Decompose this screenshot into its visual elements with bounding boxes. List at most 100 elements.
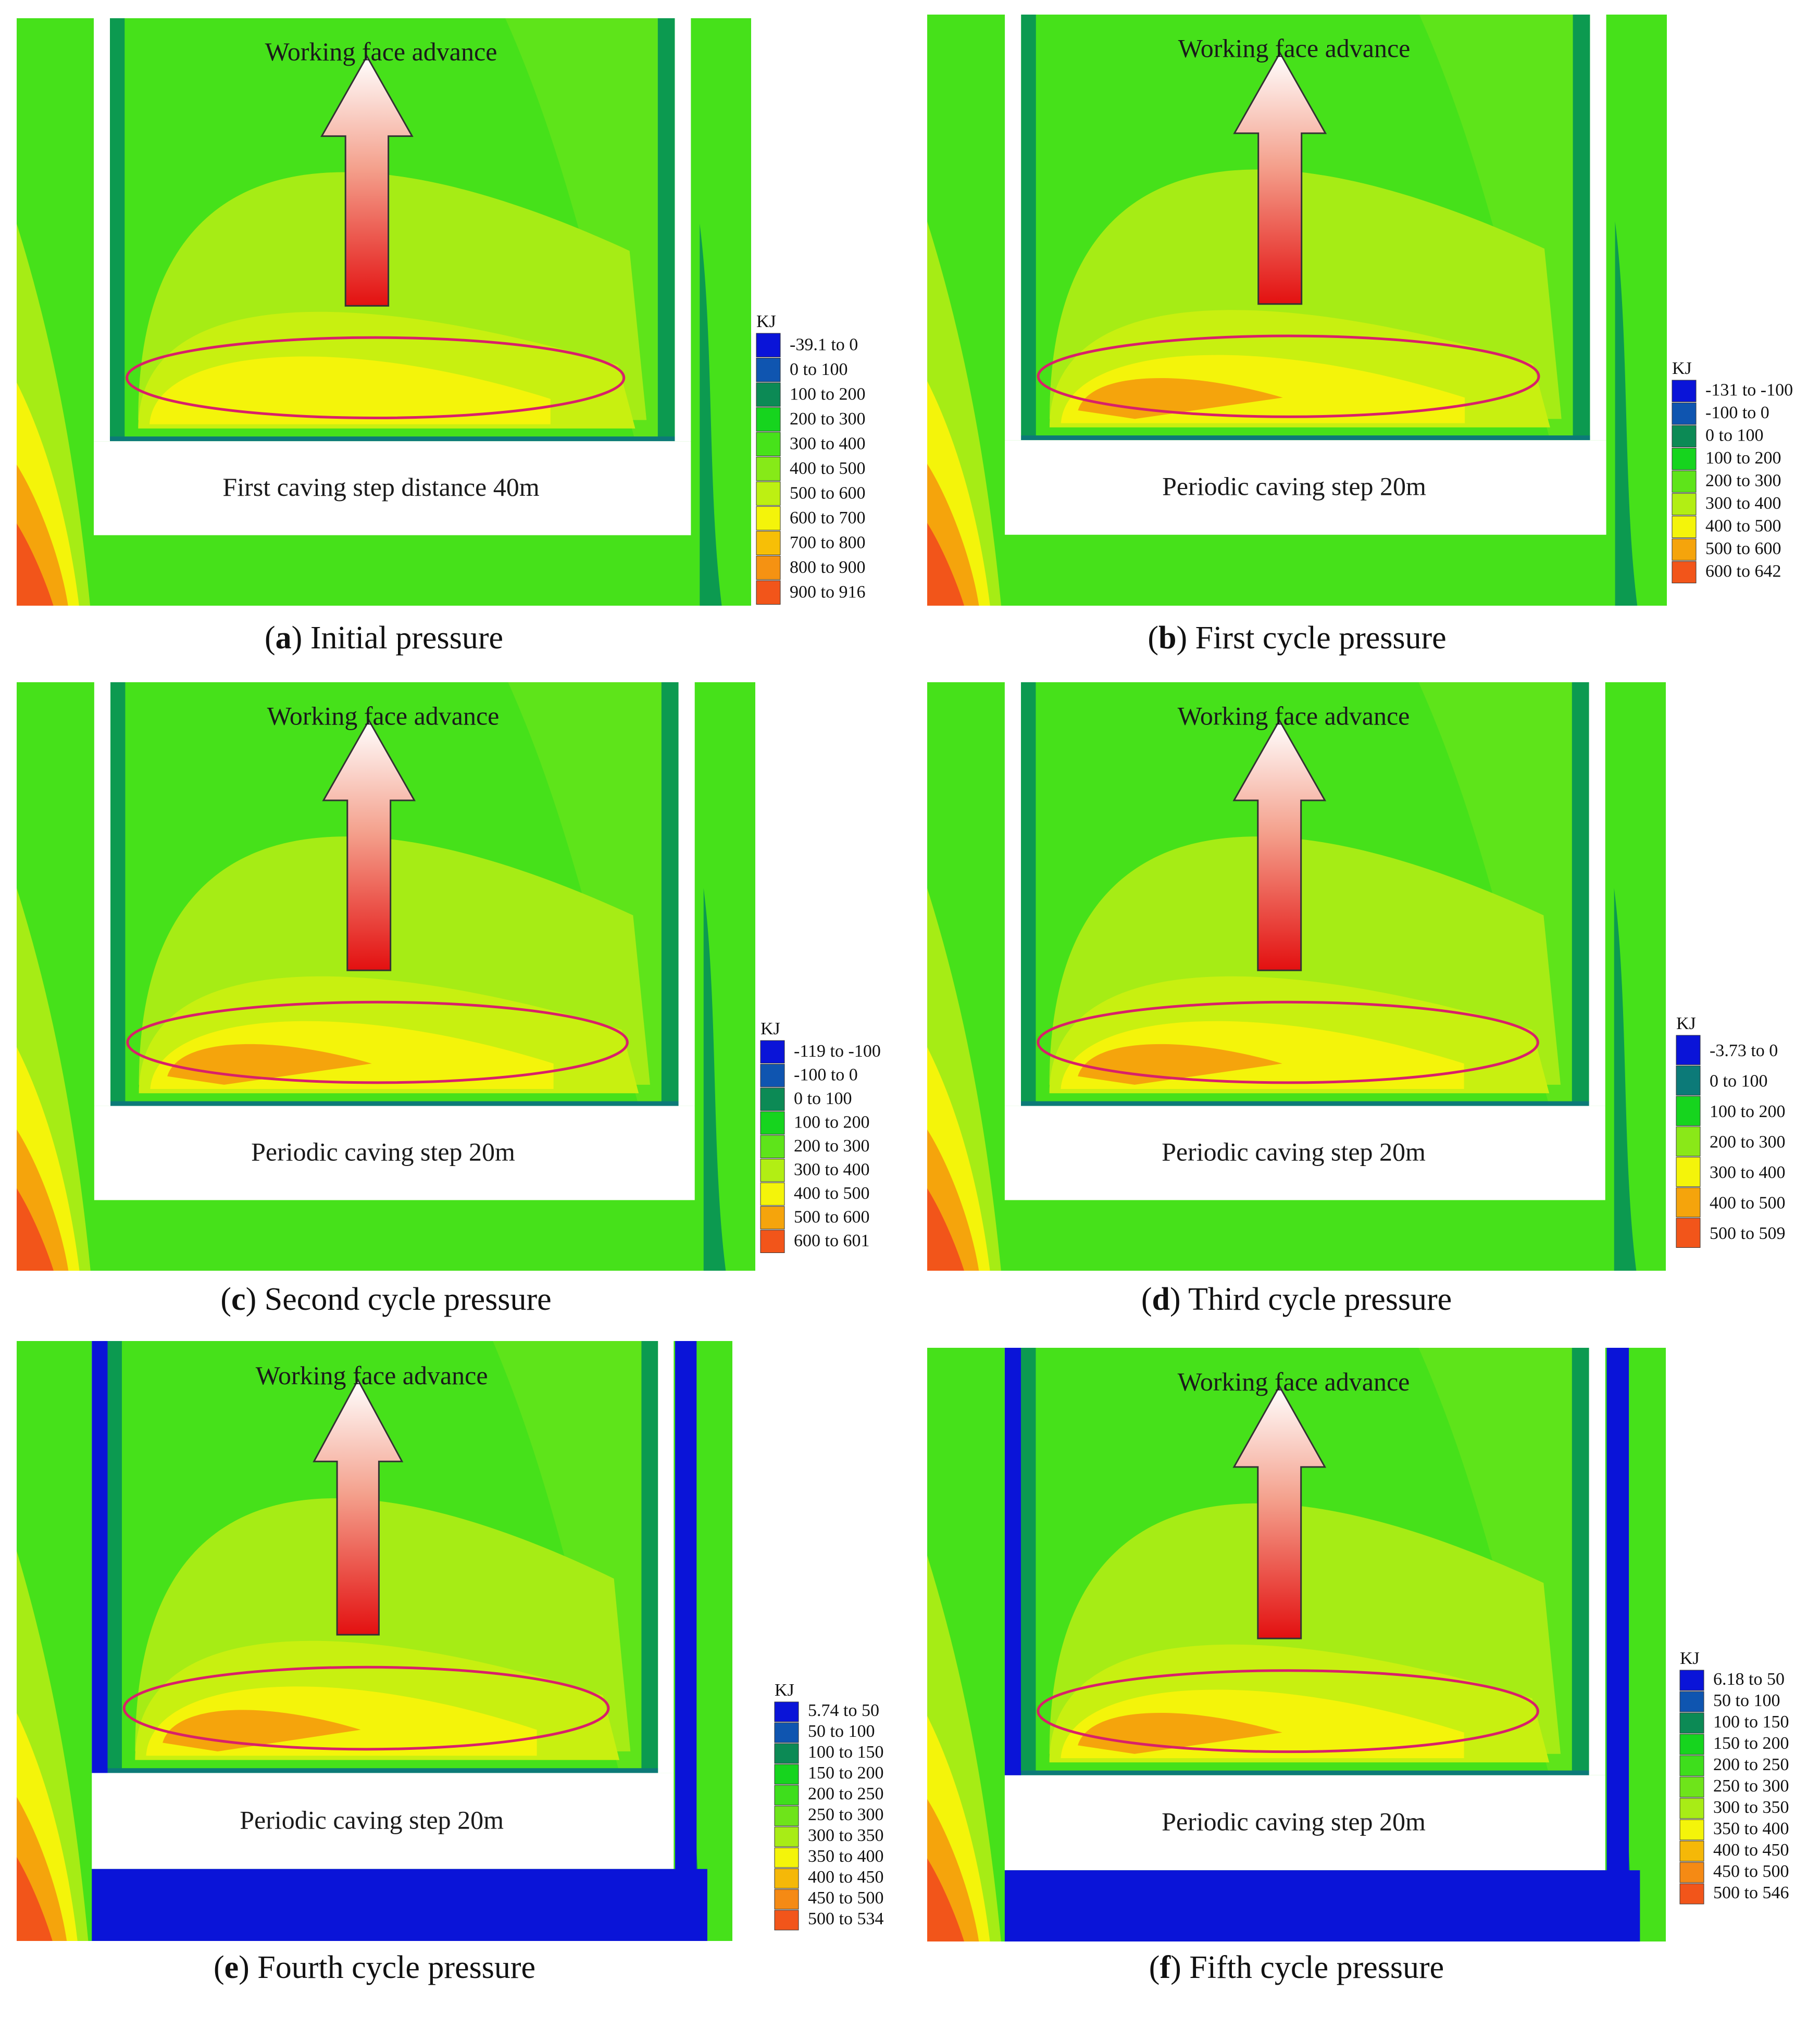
step-label: Periodic caving step 20m	[1162, 1137, 1426, 1166]
legend-unit: KJ	[1672, 359, 1692, 378]
step-label: Periodic caving step 20m	[240, 1805, 504, 1834]
advance-arrow-icon	[1233, 51, 1327, 305]
legend-entry-label: 700 to 800	[790, 533, 865, 552]
legend-swatch	[760, 1182, 785, 1206]
legend-entry-label: 0 to 100	[1705, 426, 1763, 445]
legend-swatch	[774, 1806, 799, 1826]
legend-swatch	[1679, 1840, 1704, 1862]
step-label: Periodic caving step 20m	[251, 1137, 515, 1166]
legend-entry-label: 100 to 200	[1705, 448, 1781, 468]
legend-f: KJ 6.18 to 50 50 to 100 100 to 150 150 to 20…	[1679, 1649, 1789, 1905]
legend-swatch	[774, 1889, 799, 1910]
legend-swatch	[1679, 1883, 1704, 1905]
legend-swatch	[1679, 1776, 1704, 1798]
legend-swatch	[1676, 1035, 1701, 1065]
legend-swatch	[1676, 1126, 1701, 1157]
legend-swatch	[1679, 1712, 1704, 1734]
legend-entry-label: 400 to 500	[1705, 517, 1781, 536]
legend-swatch	[760, 1064, 785, 1087]
panel-caption: (e) Fourth cycle pressure	[214, 1950, 535, 1985]
legend-swatch	[756, 506, 781, 531]
legend-swatch	[774, 1910, 799, 1931]
legend-swatch	[1676, 1157, 1701, 1187]
legend-swatch	[774, 1701, 799, 1722]
legend-entry-label: 350 to 400	[1713, 1819, 1789, 1838]
legend-entry-label: 300 to 400	[790, 434, 865, 453]
legend-entry-label: 500 to 600	[1705, 539, 1781, 558]
legend-entry-label: 100 to 150	[1713, 1712, 1789, 1732]
legend-entry-label: 50 to 100	[1713, 1691, 1780, 1710]
advance-label: Working face advance	[265, 37, 497, 66]
legend-entry-label: 150 to 200	[1713, 1734, 1789, 1753]
panel-caption-text: Fifth cycle pressure	[1181, 1950, 1444, 1985]
legend-swatch	[760, 1087, 785, 1111]
legend-swatch	[760, 1230, 785, 1253]
panel-caption: (b) First cycle pressure	[1148, 620, 1446, 656]
legend-swatch	[756, 382, 781, 407]
legend-swatch	[1676, 1187, 1701, 1218]
panel-e: Working face advance Periodic caving step…	[17, 1341, 732, 1941]
legend-swatch	[760, 1206, 785, 1230]
legend-swatch	[760, 1159, 785, 1182]
legend-entry-label: 500 to 600	[794, 1207, 869, 1226]
panel-caption: (c) Second cycle pressure	[220, 1282, 551, 1317]
legend-swatch	[1679, 1862, 1704, 1883]
legend-swatch	[1676, 1218, 1701, 1248]
legend-swatch	[756, 457, 781, 481]
panel-caption: (d) Third cycle pressure	[1141, 1282, 1452, 1317]
legend-entry-label: 150 to 200	[808, 1763, 883, 1783]
legend-swatch	[774, 1826, 799, 1847]
legend-unit: KJ	[1680, 1649, 1700, 1668]
legend-swatch	[774, 1722, 799, 1743]
legend-entry-label: 0 to 100	[790, 360, 847, 379]
legend-entry-label: 200 to 250	[1713, 1755, 1789, 1774]
legend-swatch	[1672, 448, 1697, 470]
legend-swatch	[1679, 1755, 1704, 1776]
panel-caption: (f) Fifth cycle pressure	[1149, 1950, 1444, 1985]
legend-unit: KJ	[756, 312, 776, 331]
legend-b: KJ -131 to -100 -100 to 0 0 to 100 100 to 20…	[1672, 359, 1793, 583]
legend-entry-label: -100 to 0	[794, 1065, 858, 1084]
legend-entry-label: 250 to 300	[808, 1805, 883, 1824]
panel-caption-text: Third cycle pressure	[1181, 1282, 1452, 1317]
advance-arrow-icon	[313, 1378, 404, 1636]
legend-swatch	[1679, 1798, 1704, 1819]
legend-swatch	[774, 1743, 799, 1764]
legend-entry-label: 300 to 400	[1705, 494, 1781, 513]
panel-f: Working face advance Periodic caving step…	[927, 1348, 1666, 1941]
legend-swatch	[756, 580, 781, 605]
legend-swatch	[1679, 1670, 1704, 1691]
legend-entry-label: 250 to 300	[1713, 1776, 1789, 1796]
panels-root: Working face advance First caving step di…	[17, 15, 1793, 1985]
panel-a: Working face advance First caving step di…	[17, 18, 751, 606]
legend-entry-label: 300 to 350	[1713, 1798, 1789, 1817]
legend-entry-label: -119 to -100	[794, 1042, 881, 1061]
advance-label: Working face advance	[1178, 1367, 1410, 1396]
legend-entry-label: 400 to 500	[1710, 1193, 1785, 1212]
advance-label: Working face advance	[256, 1361, 488, 1390]
legend-swatch	[774, 1764, 799, 1785]
advance-arrow-icon	[1232, 1384, 1327, 1639]
legend-swatch	[774, 1785, 799, 1806]
legend-swatch	[756, 556, 781, 580]
legend-swatch	[756, 481, 781, 506]
legend-entry-label: 100 to 200	[794, 1112, 869, 1132]
legend-d: KJ -3.73 to 0 0 to 100 100 to 200 200 to 300…	[1676, 1014, 1785, 1248]
legend-entry-label: -39.1 to 0	[790, 335, 858, 354]
legend-entry-label: -3.73 to 0	[1710, 1041, 1778, 1060]
advance-label: Working face advance	[1178, 34, 1411, 63]
legend-swatch	[756, 407, 781, 432]
legend-entry-label: 800 to 900	[790, 558, 865, 577]
legend-swatch	[760, 1040, 785, 1063]
step-label: Periodic caving step 20m	[1162, 472, 1426, 501]
legend-entry-label: 300 to 350	[808, 1826, 883, 1845]
legend-entry-label: 400 to 500	[794, 1184, 869, 1203]
advance-arrow-icon	[320, 55, 414, 307]
legend-swatch	[1679, 1691, 1704, 1712]
panel-d: Working face advance Periodic caving step…	[927, 682, 1666, 1271]
legend-entry-label: 200 to 250	[808, 1784, 883, 1803]
legend-entry-label: 100 to 200	[1710, 1102, 1785, 1121]
legend-swatch	[1672, 403, 1697, 425]
legend-entry-label: 500 to 534	[808, 1909, 883, 1928]
